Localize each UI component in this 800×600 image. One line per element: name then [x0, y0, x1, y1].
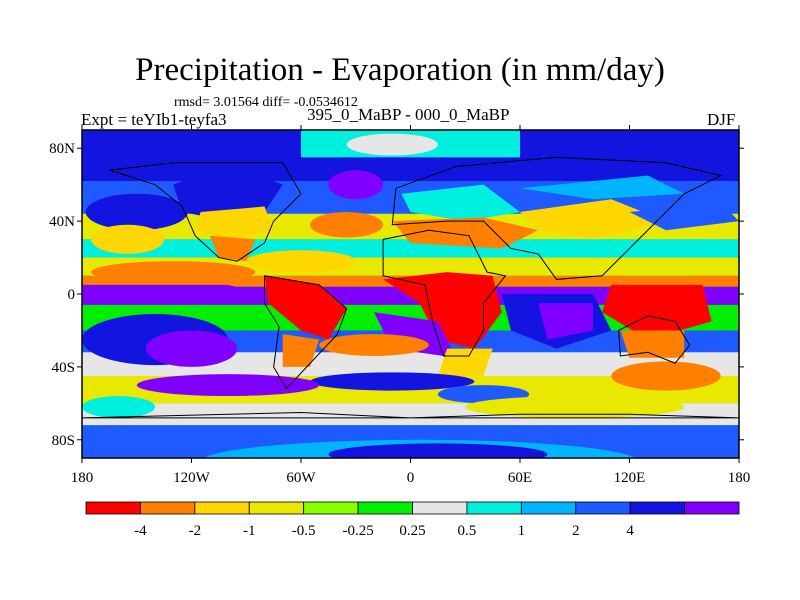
field-region	[264, 275, 347, 340]
field-region	[82, 284, 265, 304]
field-region	[520, 199, 666, 240]
x-tick-label: 60W	[286, 470, 316, 486]
continent-outline	[391, 156, 723, 280]
colorbar-swatch	[194, 501, 250, 515]
field-region	[602, 284, 712, 340]
colorbar-swatch	[248, 501, 305, 515]
colorbar-swatch	[412, 501, 468, 515]
field-region	[520, 175, 685, 200]
field-region	[91, 261, 256, 284]
colorbar-label: 1	[518, 523, 526, 539]
season-label: DJF	[707, 110, 736, 129]
continent-outline	[264, 275, 348, 390]
y-tick-label: 40N	[49, 214, 75, 230]
colorbar-label: 0.25	[399, 523, 425, 539]
colorbar-swatch	[575, 501, 631, 515]
field-region	[401, 184, 520, 222]
field-region	[437, 348, 493, 376]
colorbar-label: -2	[189, 523, 202, 539]
colorbar-label: -0.5	[292, 523, 316, 539]
colorbar-label: 2	[572, 523, 580, 539]
x-tick-label: 180	[728, 470, 751, 486]
continent-outline	[109, 162, 302, 262]
x-tick-label: 0	[407, 470, 415, 486]
y-tick-label: 0	[68, 287, 76, 303]
colorbar-label: 0.5	[458, 523, 477, 539]
continent-outline	[382, 229, 507, 357]
colorbar-swatch	[303, 501, 359, 515]
colorbar-label: 4	[626, 523, 634, 539]
x-tick-label: 120E	[614, 470, 646, 486]
field-region	[392, 217, 539, 249]
field-region	[195, 206, 274, 240]
chart-title: Precipitation - Evaporation (in mm/day)	[135, 52, 665, 88]
colorbar: -4 -2 -1 -0.5 -0.25 0.25 0.5 1 2 4	[85, 501, 740, 539]
field-region	[85, 193, 188, 231]
x-tick-label: 180	[71, 470, 94, 486]
colorbar-swatch	[85, 501, 141, 515]
field-region	[328, 170, 384, 200]
x-axis: 180 120W 60W 0 60E 120E 180	[71, 125, 751, 486]
colorbar-swatch	[520, 501, 577, 515]
subtitle-label: 395_0_MaBP - 000_0_MaBP	[307, 105, 510, 124]
experiment-label: Expt = teYIb1-teyfa3	[81, 110, 227, 129]
field-layer	[82, 130, 739, 458]
colorbar-swatch	[140, 501, 196, 515]
field-region	[209, 235, 256, 262]
y-axis: 80N 40N 0 40S 80S	[49, 141, 744, 449]
field-region	[620, 330, 685, 358]
field-region	[310, 372, 475, 391]
x-tick-label: 120W	[173, 470, 211, 486]
y-tick-label: 40S	[52, 360, 75, 376]
y-tick-label: 80N	[49, 141, 75, 157]
field-region	[82, 396, 155, 418]
field-region	[383, 272, 502, 349]
field-region	[246, 250, 356, 273]
field-region	[346, 133, 438, 156]
field-region	[145, 330, 238, 367]
field-region	[319, 334, 429, 356]
colorbar-swatch	[357, 501, 413, 515]
field-region	[629, 202, 739, 231]
x-tick-label: 60E	[508, 470, 532, 486]
field-region	[328, 443, 548, 458]
colorbar-label: -0.25	[342, 523, 373, 539]
field-region	[136, 374, 320, 397]
field-region	[173, 162, 283, 222]
stats-label: rmsd= 3.01564 diff= -0.0534612	[174, 95, 358, 110]
field-region	[465, 396, 685, 418]
field-region	[310, 212, 384, 238]
field-region	[82, 352, 739, 376]
colorbar-swatch	[629, 501, 685, 515]
colorbar-swatch	[684, 501, 740, 515]
colorbar-label: -1	[243, 523, 256, 539]
continent-outlines	[82, 156, 739, 419]
colorbar-swatch	[466, 501, 522, 515]
field-region	[538, 303, 593, 340]
y-tick-label: 80S	[52, 433, 75, 449]
continent-outline	[618, 315, 691, 364]
continent-outline	[82, 411, 739, 419]
field-region	[611, 361, 721, 391]
field-region	[282, 334, 320, 367]
field-region	[91, 224, 165, 254]
colorbar-label: -4	[134, 523, 147, 539]
